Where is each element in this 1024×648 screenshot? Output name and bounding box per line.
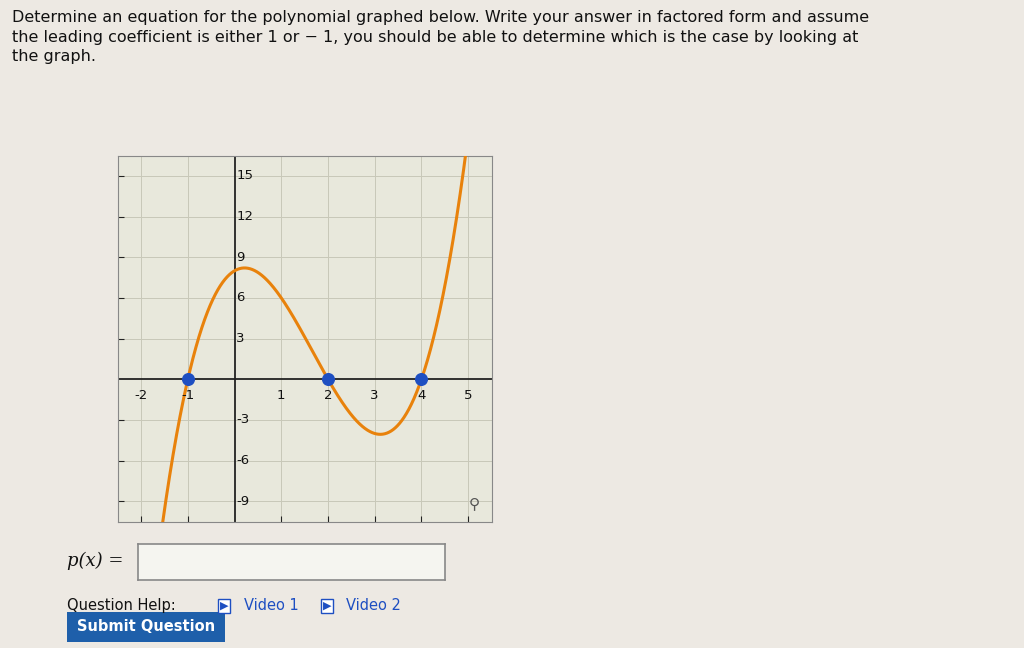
Text: 6: 6: [237, 292, 245, 305]
Point: [414, 374, 430, 384]
Text: 15: 15: [237, 169, 253, 182]
Text: p(x) =: p(x) =: [67, 551, 123, 570]
Text: ▶: ▶: [220, 601, 228, 611]
Text: Submit Question: Submit Question: [77, 619, 215, 634]
Text: -9: -9: [237, 495, 250, 508]
Text: -1: -1: [181, 389, 195, 402]
Text: 2: 2: [324, 389, 332, 402]
Text: -3: -3: [237, 413, 250, 426]
Point: [179, 374, 196, 384]
Text: 1: 1: [278, 389, 286, 402]
Text: Video 2: Video 2: [346, 598, 401, 614]
Text: 9: 9: [237, 251, 245, 264]
Text: -2: -2: [134, 389, 147, 402]
Point: [319, 374, 336, 384]
Text: 3: 3: [237, 332, 245, 345]
Text: ⚲: ⚲: [469, 496, 480, 511]
Text: Question Help:: Question Help:: [67, 598, 175, 614]
Text: Video 1: Video 1: [244, 598, 298, 614]
Text: -6: -6: [237, 454, 250, 467]
Text: 3: 3: [371, 389, 379, 402]
Text: ▶: ▶: [323, 601, 331, 611]
Text: 5: 5: [464, 389, 472, 402]
Text: Determine an equation for the polynomial graphed below. Write your answer in fac: Determine an equation for the polynomial…: [12, 10, 869, 64]
Text: 12: 12: [237, 210, 253, 223]
Text: 4: 4: [417, 389, 426, 402]
